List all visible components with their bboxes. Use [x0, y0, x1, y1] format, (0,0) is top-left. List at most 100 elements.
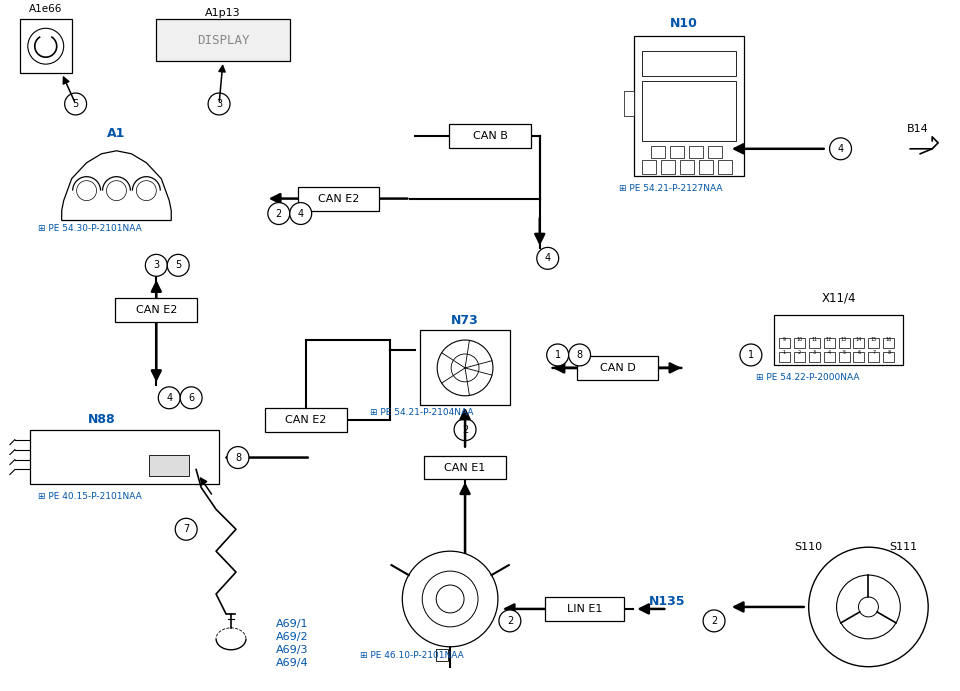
Bar — [808, 338, 820, 348]
Text: 8: 8 — [887, 350, 891, 355]
Circle shape — [829, 138, 852, 160]
Text: CAN B: CAN B — [472, 131, 508, 141]
Text: 5: 5 — [175, 261, 181, 270]
Circle shape — [454, 419, 476, 441]
Text: X11/4: X11/4 — [822, 292, 855, 305]
Circle shape — [568, 344, 590, 366]
Text: A1: A1 — [108, 127, 126, 140]
Circle shape — [167, 254, 189, 276]
Circle shape — [858, 597, 878, 617]
Text: 8: 8 — [235, 453, 241, 462]
Text: A1e66: A1e66 — [29, 4, 62, 15]
Bar — [156, 19, 290, 61]
Bar — [544, 597, 624, 621]
Text: B14: B14 — [907, 124, 929, 134]
Bar — [424, 455, 506, 480]
Bar — [869, 338, 879, 348]
Text: ⊞ PE 54.21-P-2104NAA: ⊞ PE 54.21-P-2104NAA — [371, 408, 474, 417]
Text: CAN E2: CAN E2 — [318, 193, 359, 204]
Circle shape — [402, 551, 498, 647]
Text: N73: N73 — [451, 314, 479, 327]
Circle shape — [422, 571, 478, 627]
Text: 4: 4 — [837, 144, 844, 154]
Bar — [708, 146, 722, 158]
Bar — [681, 160, 694, 173]
Circle shape — [208, 93, 230, 115]
Circle shape — [145, 254, 167, 276]
Text: 2: 2 — [507, 616, 513, 626]
Bar — [115, 299, 197, 322]
Text: N88: N88 — [87, 413, 115, 426]
Text: 4: 4 — [828, 350, 830, 355]
Text: 8: 8 — [577, 350, 583, 360]
Bar — [869, 352, 879, 362]
Bar — [838, 352, 850, 362]
Text: ⊞ PE 54.22-P-2000NAA: ⊞ PE 54.22-P-2000NAA — [756, 373, 859, 382]
Text: ⊞ PE 54.21-P-2127NAA: ⊞ PE 54.21-P-2127NAA — [619, 184, 723, 193]
Text: 5: 5 — [843, 350, 846, 355]
Bar — [449, 124, 531, 148]
Circle shape — [158, 387, 180, 409]
Text: N80: N80 — [436, 553, 464, 566]
Text: 13: 13 — [841, 337, 847, 341]
Bar — [699, 160, 713, 173]
Bar — [30, 430, 219, 484]
Text: 16: 16 — [886, 337, 892, 341]
Bar — [642, 81, 736, 141]
Text: 6: 6 — [857, 350, 860, 355]
Circle shape — [290, 202, 312, 225]
Circle shape — [227, 446, 249, 468]
Circle shape — [268, 202, 290, 225]
Text: 2: 2 — [798, 350, 801, 355]
Bar — [824, 338, 834, 348]
Text: A69/2: A69/2 — [276, 632, 308, 642]
Polygon shape — [61, 151, 171, 220]
Text: DISPLAY: DISPLAY — [197, 34, 250, 47]
Text: CAN E2: CAN E2 — [135, 305, 177, 315]
Bar — [824, 352, 834, 362]
Text: 7: 7 — [873, 350, 876, 355]
Bar — [635, 36, 744, 176]
Circle shape — [28, 28, 63, 64]
Text: 10: 10 — [796, 337, 803, 341]
Text: 2: 2 — [276, 209, 282, 218]
Text: A69/1: A69/1 — [276, 619, 308, 629]
Text: 11: 11 — [811, 337, 817, 341]
Circle shape — [451, 354, 479, 382]
Bar — [651, 146, 665, 158]
Bar — [853, 338, 864, 348]
Text: 1: 1 — [748, 350, 754, 360]
Text: 1: 1 — [782, 350, 786, 355]
Bar — [883, 338, 895, 348]
Circle shape — [64, 93, 86, 115]
Bar — [420, 330, 510, 405]
Circle shape — [107, 180, 127, 200]
Bar — [794, 352, 804, 362]
Bar — [838, 338, 850, 348]
Circle shape — [537, 247, 559, 269]
Text: N135: N135 — [649, 596, 685, 609]
Text: 4: 4 — [166, 392, 172, 403]
Bar — [150, 455, 189, 477]
Text: A1p13: A1p13 — [205, 8, 241, 19]
Text: CAN E2: CAN E2 — [285, 415, 326, 425]
Circle shape — [703, 610, 725, 632]
Text: ⊞ PE 54.30-P-2101NAA: ⊞ PE 54.30-P-2101NAA — [37, 224, 141, 233]
Text: S110: S110 — [795, 542, 823, 552]
Text: ⊞ PE 40.15-P-2101NAA: ⊞ PE 40.15-P-2101NAA — [37, 492, 141, 501]
Text: 15: 15 — [871, 337, 877, 341]
Circle shape — [180, 387, 203, 409]
Text: CAN E1: CAN E1 — [444, 462, 486, 473]
Text: 1: 1 — [555, 350, 561, 360]
Bar — [642, 160, 657, 173]
Bar — [642, 51, 736, 76]
Text: 4: 4 — [544, 254, 551, 263]
Circle shape — [547, 344, 568, 366]
Text: 2: 2 — [711, 616, 717, 626]
Text: 12: 12 — [826, 337, 832, 341]
Bar — [794, 338, 804, 348]
Circle shape — [808, 547, 928, 667]
Text: 7: 7 — [183, 524, 189, 534]
Circle shape — [436, 585, 464, 613]
Bar — [779, 352, 790, 362]
